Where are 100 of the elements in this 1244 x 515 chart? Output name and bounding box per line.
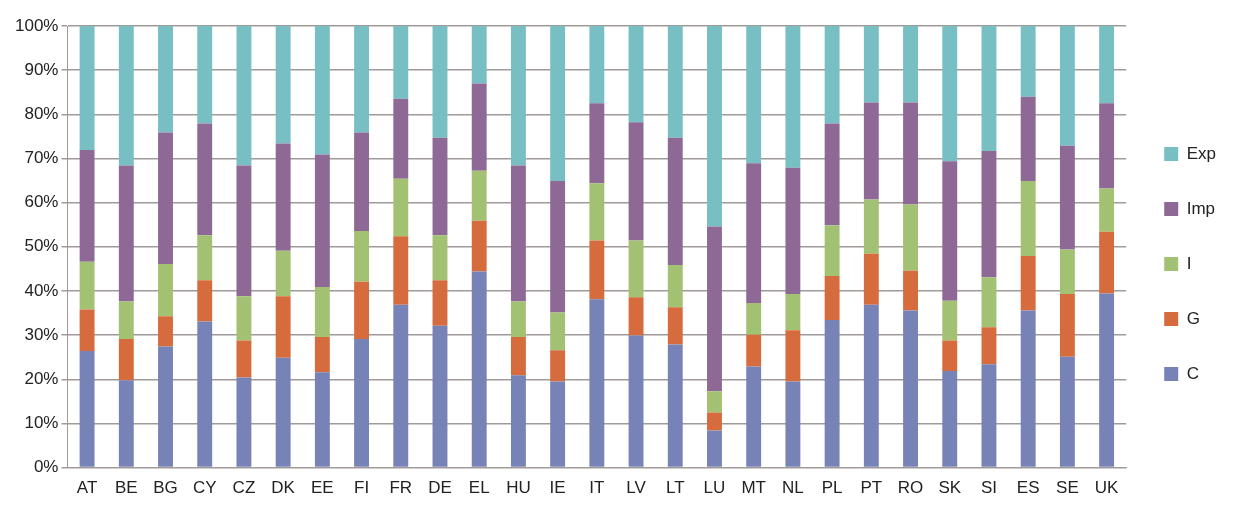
bar — [275, 250, 291, 297]
bar — [393, 26, 409, 99]
bar — [903, 310, 918, 467]
bar — [942, 300, 958, 341]
x-tick-label: SE — [1056, 478, 1079, 498]
bar — [1099, 231, 1115, 294]
y-tick-label: 90% — [24, 59, 59, 79]
bar — [1059, 294, 1075, 357]
bar — [863, 26, 879, 103]
bar — [275, 296, 291, 358]
bar — [903, 102, 918, 205]
bar — [275, 143, 291, 251]
bar — [197, 123, 213, 236]
bar — [785, 167, 801, 295]
bar — [1099, 26, 1115, 104]
x-tick-label: NL — [782, 478, 804, 498]
bar — [824, 123, 840, 226]
bar — [1099, 103, 1115, 189]
bar — [942, 161, 958, 301]
bar — [432, 26, 448, 138]
bar — [824, 26, 840, 124]
x-tick-label: HU — [506, 478, 531, 498]
bar — [589, 103, 605, 184]
bar — [79, 351, 95, 467]
bar — [354, 281, 370, 340]
y-tick-label: 0% — [33, 457, 59, 477]
bar — [942, 26, 958, 162]
bar — [314, 286, 330, 337]
bar — [589, 299, 605, 467]
bar — [981, 277, 997, 328]
x-tick-label: UK — [1094, 478, 1120, 498]
bar — [550, 381, 566, 467]
bar — [314, 154, 330, 287]
x-tick-label: BG — [153, 478, 178, 498]
bar — [863, 199, 879, 254]
bar — [746, 366, 762, 467]
y-tick-label: 80% — [24, 104, 59, 124]
bar — [824, 275, 840, 321]
legend-label: G — [1186, 308, 1200, 328]
x-tick-label: EL — [468, 478, 490, 498]
bar — [707, 412, 722, 431]
bar — [550, 350, 566, 382]
bar — [550, 181, 566, 313]
bar — [393, 98, 409, 179]
bar — [354, 339, 370, 467]
y-tick-label: 70% — [24, 148, 59, 168]
bar — [314, 336, 330, 373]
bar — [903, 204, 918, 271]
bar — [746, 302, 762, 335]
x-tick-label: LT — [665, 478, 685, 498]
bar — [550, 312, 566, 351]
bar — [981, 364, 997, 467]
bar — [118, 339, 134, 381]
bar — [942, 340, 958, 371]
bar — [589, 26, 605, 104]
bar — [393, 178, 409, 237]
bar — [981, 150, 997, 278]
bar — [550, 26, 566, 181]
bar — [79, 26, 95, 151]
x-tick-label: EE — [311, 478, 334, 498]
bar — [354, 132, 370, 231]
bar — [589, 183, 605, 241]
bar — [785, 330, 801, 382]
bar — [707, 26, 722, 227]
bar — [314, 26, 330, 155]
bar — [510, 165, 526, 302]
bar — [667, 264, 683, 308]
y-tick-label: 40% — [24, 280, 59, 300]
x-tick-label: SI — [980, 478, 997, 498]
bar — [236, 296, 252, 341]
bar — [628, 335, 644, 467]
bar — [667, 137, 683, 265]
legend-label: I — [1186, 253, 1192, 273]
x-tick-label: FI — [354, 478, 370, 498]
bar — [197, 280, 213, 322]
bar — [118, 26, 134, 166]
bar — [903, 26, 918, 103]
bar — [118, 380, 134, 467]
bar — [432, 325, 448, 467]
bar — [785, 294, 801, 331]
bar — [471, 220, 487, 272]
bar — [1099, 188, 1115, 232]
bar — [275, 26, 291, 144]
bar — [824, 225, 840, 276]
bar — [197, 321, 213, 467]
bar — [471, 26, 487, 84]
bar — [354, 230, 370, 282]
x-tick-label: DE — [428, 478, 452, 498]
y-tick-label: 60% — [24, 192, 59, 212]
x-tick-label: CY — [192, 478, 217, 498]
bar — [707, 391, 722, 413]
x-tick-label: DK — [271, 478, 296, 498]
bar — [1020, 310, 1036, 467]
bar — [628, 240, 644, 298]
bar — [863, 253, 879, 305]
bar — [197, 26, 213, 124]
bar — [1020, 256, 1036, 311]
bar — [79, 309, 95, 352]
bar — [1020, 96, 1036, 181]
bar — [667, 344, 683, 467]
